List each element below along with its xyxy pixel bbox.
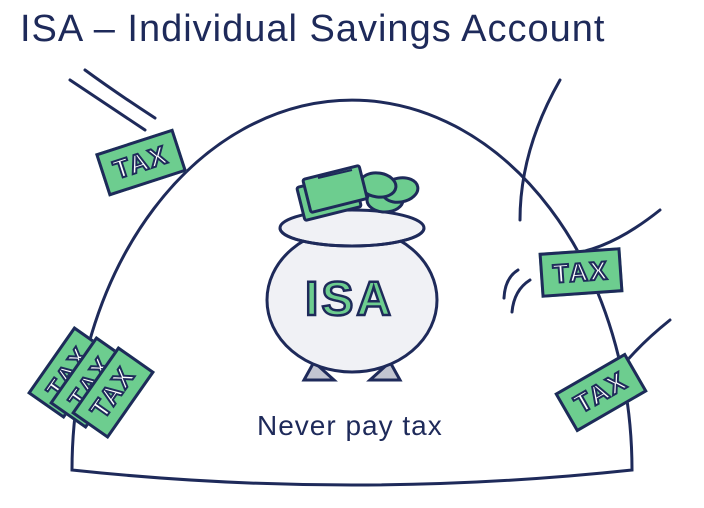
pot-label: ISA — [305, 272, 394, 327]
caption-text: Never pay tax — [257, 410, 443, 442]
tax-tag: TAX — [539, 247, 624, 298]
